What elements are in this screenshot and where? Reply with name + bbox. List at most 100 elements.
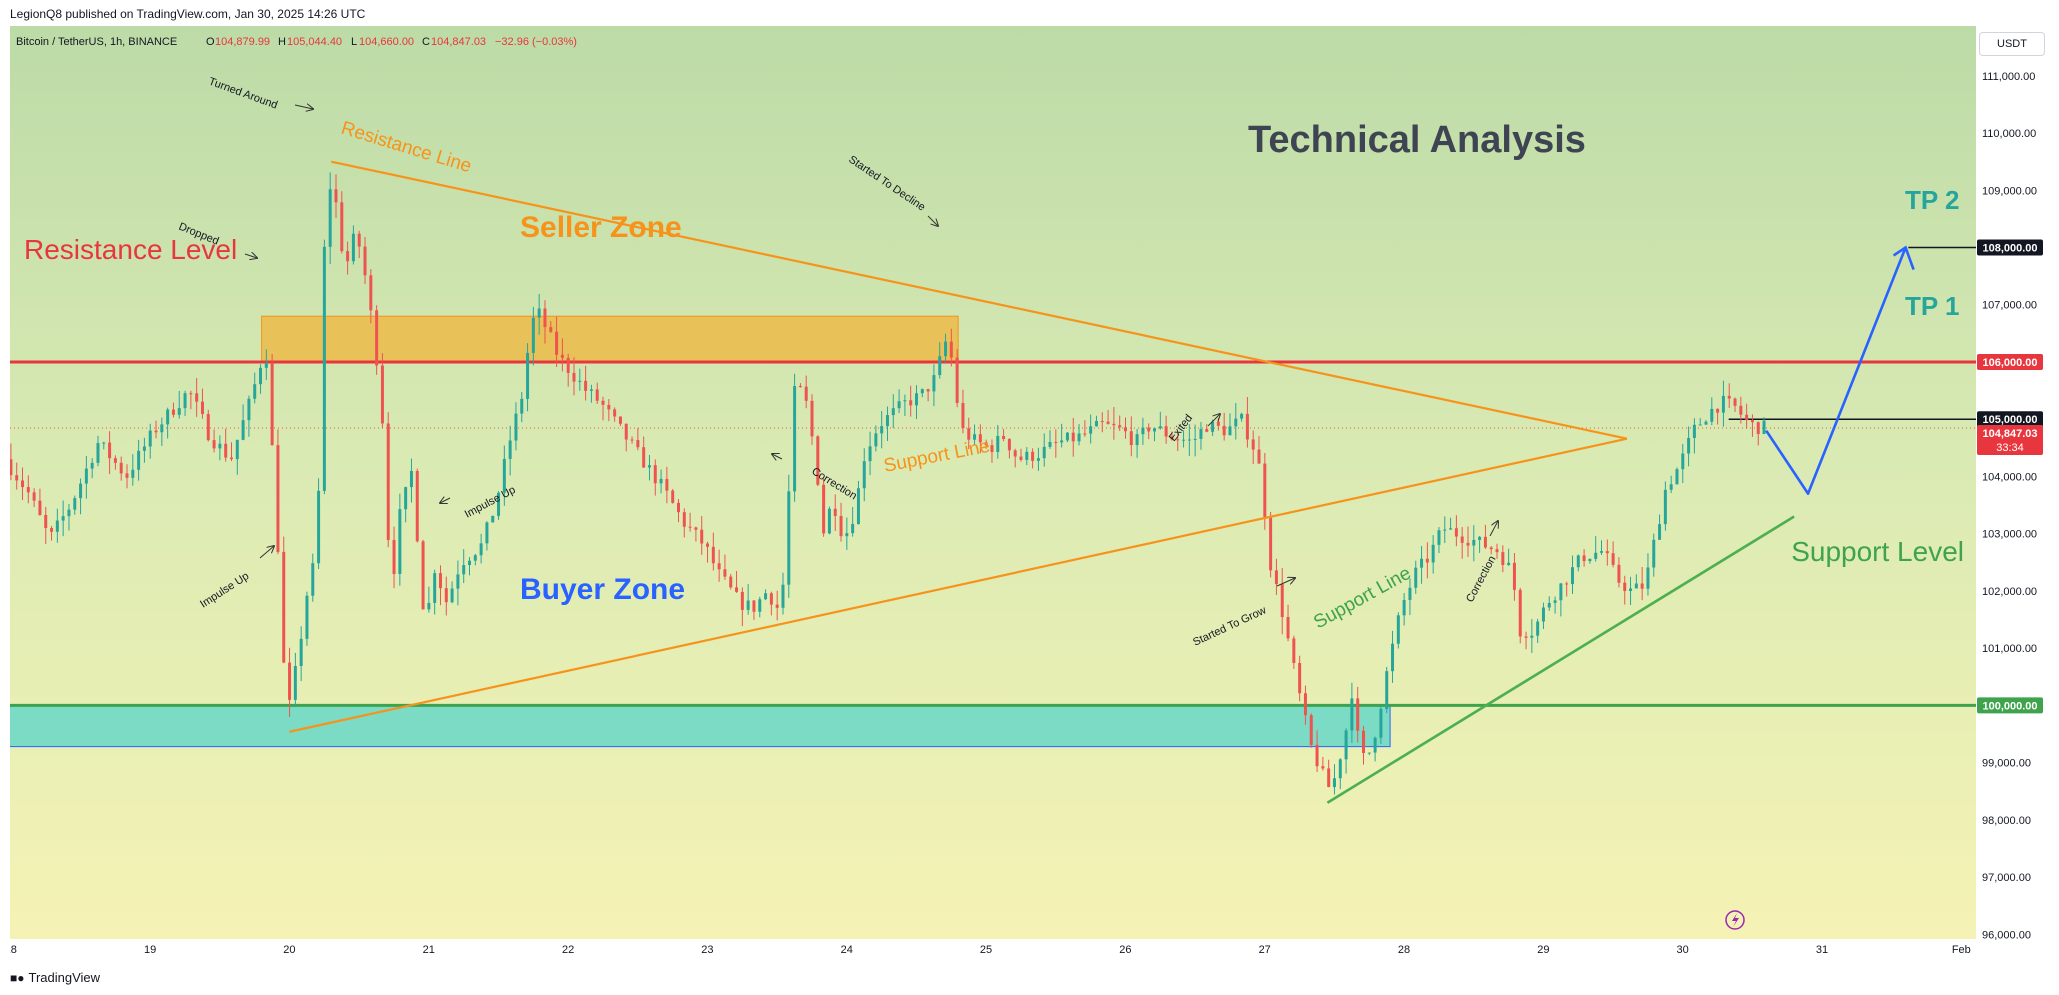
candle-body	[415, 470, 419, 542]
candle	[1013, 448, 1017, 468]
x-axis: 18 19 20 21 22 23 24 25 26 27 28 29 30 31 Feb	[10, 939, 1976, 959]
candle-body	[218, 443, 222, 449]
candle-body	[1222, 425, 1226, 436]
candle-body	[746, 600, 750, 610]
candle-body	[938, 356, 942, 376]
candle-body	[1280, 584, 1284, 618]
candle-body	[1530, 635, 1534, 638]
candle	[1187, 424, 1191, 456]
tradingview-icon: ■●	[10, 970, 25, 985]
candle	[1501, 545, 1505, 573]
candle	[21, 467, 25, 501]
candle	[967, 417, 971, 450]
candle	[630, 436, 634, 444]
drawings-layer	[289, 160, 1915, 804]
candle-body	[1269, 516, 1273, 571]
candle	[363, 236, 367, 285]
candle-body	[926, 389, 930, 392]
candle-body	[1698, 424, 1702, 426]
candle-body	[880, 426, 884, 434]
candle-body	[1669, 484, 1673, 490]
candle	[171, 402, 175, 418]
candle	[996, 424, 1000, 459]
candle	[1100, 412, 1104, 433]
resistance-level-tag-label: 106,000.00	[1982, 357, 2037, 369]
candle-body	[578, 380, 582, 382]
candle	[1449, 517, 1453, 530]
currency-button[interactable]: USDT	[1979, 32, 2045, 56]
candle	[427, 586, 431, 613]
candle-body	[1536, 621, 1540, 636]
candle	[1071, 417, 1075, 457]
countdown-tag-label: 33:34	[1996, 442, 2024, 454]
candle	[1362, 725, 1366, 765]
candle	[1466, 526, 1470, 558]
candle	[1745, 403, 1749, 429]
candle-body	[1570, 567, 1574, 585]
candle	[833, 494, 837, 531]
price-axis[interactable]: 96,000.00 97,000.00 98,000.00 99,000.00 101,…	[1976, 26, 2059, 959]
candle	[1205, 424, 1209, 433]
candle-body	[694, 527, 698, 530]
candle-body	[787, 491, 791, 585]
candle-body	[195, 393, 199, 402]
candle	[1338, 758, 1342, 790]
candle-body	[973, 434, 977, 440]
candle-body	[531, 317, 535, 353]
candle	[264, 349, 268, 380]
candle	[851, 506, 855, 537]
candle-body	[1193, 438, 1197, 440]
x-tick-label: 28	[1398, 944, 1410, 956]
candle-body	[775, 604, 779, 608]
candle-body	[1559, 583, 1563, 601]
candle-body	[845, 533, 849, 537]
candle	[183, 390, 187, 416]
candle	[560, 338, 564, 372]
candle	[1356, 686, 1360, 743]
candle-body	[1211, 421, 1215, 432]
candle-body	[485, 522, 489, 544]
candle	[311, 553, 315, 602]
candle-body	[1216, 421, 1220, 426]
tp1-label: TP 1	[1905, 291, 1959, 321]
candle-body	[375, 310, 379, 366]
candle	[247, 395, 251, 437]
legend-l-value: 104,660.00	[359, 36, 414, 48]
candle	[1762, 417, 1766, 435]
candle	[317, 478, 321, 569]
annotation-arrow	[259, 546, 274, 559]
candle	[566, 353, 570, 387]
candle	[444, 576, 448, 616]
candle-body	[1565, 583, 1569, 585]
candle	[717, 549, 721, 582]
tradingview-logo[interactable]: ■● TradingView	[10, 970, 100, 985]
candle	[891, 394, 895, 429]
candle	[346, 241, 350, 275]
candle	[543, 300, 547, 344]
candle-body	[595, 389, 599, 401]
x-tick-label: 21	[423, 944, 435, 956]
candle-body	[508, 440, 512, 459]
lightning-icon-glyph	[1732, 913, 1739, 927]
candle	[113, 455, 117, 470]
candle	[729, 573, 733, 590]
candle	[1245, 397, 1249, 448]
lightning-icon[interactable]	[1725, 910, 1745, 930]
candle	[1007, 438, 1011, 459]
candle-body	[1472, 539, 1476, 546]
candle-body	[1240, 413, 1244, 419]
candle-body	[113, 458, 117, 463]
candle-body	[177, 408, 181, 415]
price-chart[interactable]: Technical Analysis Resistance Level Suppor…	[10, 26, 1976, 959]
candle	[1594, 536, 1598, 562]
candle	[235, 439, 239, 475]
candle	[1054, 429, 1058, 458]
candle	[758, 596, 762, 618]
candle	[1373, 736, 1377, 762]
candle	[1158, 411, 1162, 430]
candle-body	[15, 475, 19, 481]
legend-h-label: H	[278, 36, 286, 48]
candle	[688, 512, 692, 532]
x-axis-background	[10, 939, 1976, 959]
candle-body	[520, 398, 524, 414]
